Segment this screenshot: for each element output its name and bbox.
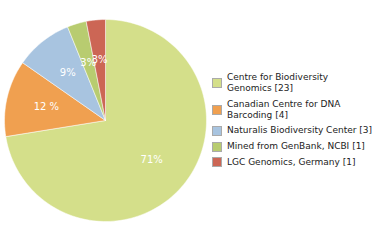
svg-text:3%: 3%	[92, 54, 108, 65]
html-text:Naturalis Biodiversity Center: Naturalis Biodiversity Center [3]	[227, 125, 372, 136]
html-text:LGC Genomics, Germany [1]: LGC Genomics, Germany [1]	[227, 157, 356, 167]
html-text:Centre for Biodiversity Genomi: Centre for Biodiversity Genomics [23]	[227, 72, 329, 93]
svg-text:71%: 71%	[141, 154, 163, 165]
html-text:Canadian Centre for DNA Barcod: Canadian Centre for DNA Barcoding [4]	[227, 98, 341, 120]
svg-text:12 %: 12 %	[34, 101, 59, 112]
html-text:Mined from GenBank, NCBI [1]: Mined from GenBank, NCBI [1]	[227, 141, 365, 152]
svg-text:3%: 3%	[80, 56, 97, 68]
svg-text:9%: 9%	[60, 67, 76, 78]
